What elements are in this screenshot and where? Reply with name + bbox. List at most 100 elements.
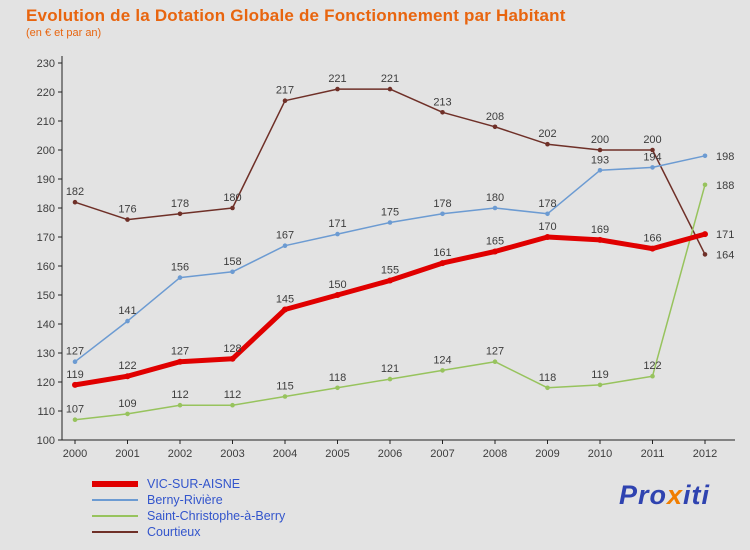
data-label: 175 bbox=[381, 207, 399, 219]
data-label: 118 bbox=[329, 372, 347, 384]
x-axis-label: 2000 bbox=[63, 448, 87, 460]
x-axis-label: 2001 bbox=[115, 448, 139, 460]
data-point bbox=[72, 381, 78, 388]
legend-swatch bbox=[92, 481, 138, 487]
y-axis-label: 180 bbox=[37, 203, 55, 215]
data-point bbox=[177, 358, 183, 365]
data-point bbox=[545, 141, 550, 147]
data-point bbox=[702, 231, 708, 238]
x-axis-label: 2008 bbox=[483, 448, 507, 460]
data-point bbox=[439, 260, 446, 267]
x-axis-label: 2011 bbox=[641, 448, 665, 460]
chart-subtitle: (en € et par an) bbox=[26, 27, 102, 39]
series-line bbox=[74, 184, 706, 421]
data-label: 112 bbox=[224, 389, 242, 401]
legend-swatch bbox=[92, 499, 138, 501]
data-point bbox=[229, 355, 236, 362]
data-label: 150 bbox=[328, 279, 346, 291]
data-point bbox=[125, 318, 130, 324]
data-point bbox=[702, 252, 708, 257]
y-axis-label: 220 bbox=[37, 87, 55, 99]
series-line bbox=[74, 155, 706, 363]
legend-swatch bbox=[92, 515, 138, 517]
data-label: 122 bbox=[118, 360, 136, 372]
x-axis-label: 2007 bbox=[430, 448, 454, 460]
data-label: 200 bbox=[591, 134, 609, 146]
data-label: 112 bbox=[171, 389, 189, 401]
data-label: 166 bbox=[643, 233, 661, 245]
data-point bbox=[387, 277, 393, 284]
y-axis-label: 120 bbox=[37, 377, 55, 389]
data-label: 178 bbox=[538, 198, 556, 210]
y-axis-label: 130 bbox=[37, 348, 55, 360]
x-axis-label: 2005 bbox=[325, 448, 349, 460]
data-point bbox=[72, 359, 78, 365]
data-point bbox=[597, 147, 603, 153]
data-label: 127 bbox=[486, 346, 504, 358]
data-point bbox=[492, 359, 498, 365]
data-point bbox=[72, 199, 78, 205]
chart-header: Evolution de la Dotation Globale de Fonc… bbox=[0, 0, 750, 46]
data-point bbox=[544, 234, 551, 240]
data-label: 164 bbox=[716, 249, 734, 261]
logo-letter-group: Pro bbox=[618, 480, 667, 510]
y-axis-label: 230 bbox=[37, 58, 55, 70]
logo-letter-group: x bbox=[666, 480, 683, 510]
data-point bbox=[440, 211, 445, 217]
data-label: 170 bbox=[538, 221, 556, 233]
series-line bbox=[74, 88, 706, 256]
data-point bbox=[335, 231, 340, 237]
data-label: 119 bbox=[591, 369, 609, 381]
legend-swatch bbox=[92, 531, 138, 533]
x-axis-label: 2009 bbox=[535, 448, 559, 460]
x-axis-label: 2004 bbox=[273, 448, 297, 460]
chart-title: Evolution de la Dotation Globale de Fonc… bbox=[26, 6, 566, 25]
data-label: 155 bbox=[381, 265, 399, 277]
legend-item: Saint-Christophe-à-Berry bbox=[92, 508, 285, 524]
data-point bbox=[282, 243, 288, 248]
y-axis-label: 110 bbox=[37, 406, 55, 418]
data-point bbox=[597, 382, 603, 388]
data-label: 109 bbox=[118, 398, 136, 410]
legend-label: Saint-Christophe-à-Berry bbox=[147, 509, 286, 523]
data-label: 176 bbox=[118, 204, 136, 216]
data-label: 171 bbox=[716, 229, 734, 241]
data-point bbox=[387, 376, 393, 382]
data-label: 221 bbox=[381, 73, 399, 85]
data-label: 115 bbox=[276, 381, 294, 393]
data-point bbox=[334, 292, 341, 298]
data-point bbox=[492, 248, 498, 255]
legend-label: VIC-SUR-AISNE bbox=[147, 477, 241, 491]
data-label: 180 bbox=[486, 192, 504, 204]
data-label: 161 bbox=[433, 247, 451, 259]
data-label: 200 bbox=[643, 134, 661, 146]
data-point bbox=[282, 306, 288, 313]
data-point bbox=[282, 98, 288, 103]
x-axis-label: 2012 bbox=[693, 448, 717, 460]
data-label: 127 bbox=[66, 346, 84, 358]
legend-item: Courtieux bbox=[92, 524, 285, 540]
data-point bbox=[177, 211, 183, 217]
data-point bbox=[387, 86, 393, 92]
data-label: 156 bbox=[171, 262, 189, 274]
data-point bbox=[545, 385, 550, 391]
data-point bbox=[649, 245, 656, 252]
data-point bbox=[702, 153, 708, 159]
data-label: 178 bbox=[171, 198, 189, 210]
data-label: 145 bbox=[276, 294, 294, 306]
x-axis-label: 2003 bbox=[220, 448, 244, 460]
proxiti-logo: Proxiti bbox=[619, 480, 710, 511]
legend: VIC-SUR-AISNE Berny-Rivière Saint-Christop… bbox=[92, 476, 285, 540]
data-label: 198 bbox=[716, 151, 734, 163]
legend-item: VIC-SUR-AISNE bbox=[92, 476, 285, 492]
data-label: 167 bbox=[276, 230, 294, 242]
legend-label: Berny-Rivière bbox=[147, 493, 223, 507]
data-point bbox=[387, 220, 393, 225]
data-point bbox=[124, 373, 131, 380]
data-point bbox=[650, 165, 655, 170]
y-axis-label: 150 bbox=[37, 290, 55, 302]
data-label: 124 bbox=[433, 354, 451, 366]
data-label: 158 bbox=[223, 256, 241, 268]
data-point bbox=[597, 236, 603, 243]
data-label: 208 bbox=[486, 111, 504, 123]
